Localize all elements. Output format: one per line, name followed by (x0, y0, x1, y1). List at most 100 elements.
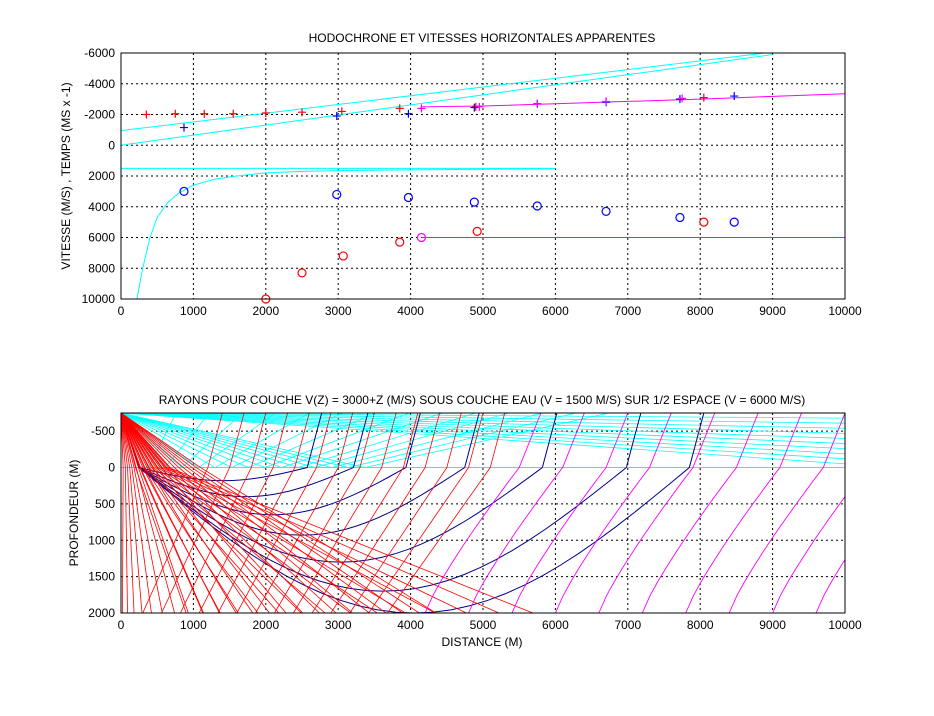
halfspace-ray (859, 413, 934, 613)
chart-title: HODOCHRONE ET VITESSES HORIZONTALES APPA… (309, 31, 656, 45)
plus-marker-magenta (475, 102, 484, 111)
x-tick-label: 6000 (542, 304, 569, 318)
y-tick-label: 4000 (88, 200, 115, 214)
circle-marker-blue (332, 189, 342, 200)
y-tick-label: 1500 (88, 570, 115, 584)
water-ray (121, 413, 443, 468)
steep-ray (121, 413, 204, 613)
circle-marker-blue (532, 201, 542, 211)
circle-marker-red (338, 251, 348, 261)
steep-ray (121, 413, 437, 613)
x-tick-label: 10000 (828, 618, 862, 632)
steep-ray (121, 413, 259, 613)
y-tick-label: 1000 (88, 533, 115, 547)
steep-ray (121, 413, 370, 613)
steep-ray (121, 413, 320, 613)
water-ray (121, 413, 610, 468)
ray-paths (121, 413, 934, 613)
x-tick-label: 0 (118, 304, 125, 318)
y-tick-label: 0 (108, 461, 115, 475)
steep-ray (121, 413, 128, 613)
steep-ray (349, 413, 462, 613)
y-tick-label: 8000 (88, 261, 115, 275)
x-tick-label: 8000 (687, 304, 714, 318)
halfspace-ray (554, 413, 672, 613)
x-tick-label: 0 (118, 618, 125, 632)
x-tick-label: 2000 (252, 618, 279, 632)
y-tick-label: -4000 (84, 77, 115, 91)
steep-ray (121, 413, 124, 613)
water-ray (121, 413, 845, 434)
steep-ray (236, 413, 332, 613)
plus-marker-red (298, 108, 306, 117)
circle-marker-blue (469, 197, 479, 207)
water-ray (121, 413, 377, 468)
plus-marker-blue (404, 109, 413, 118)
water-ray (121, 413, 277, 469)
halfspace-ray (511, 413, 629, 613)
x-tick-label: 9000 (759, 304, 786, 318)
y-tick-label: -6000 (84, 46, 115, 60)
x-tick-label: 4000 (397, 618, 424, 632)
chart-title: RAYONS POUR COUCHE V(Z) = 3000+Z (M/S) S… (159, 393, 805, 407)
circle-marker-red (297, 268, 307, 278)
circle-marker-red (472, 226, 482, 236)
steep-ray (217, 413, 310, 613)
x-tick-label: 3000 (325, 618, 352, 632)
x-tick-label: 5000 (470, 304, 497, 318)
plus-marker-red (395, 104, 404, 113)
x-tick-label: 7000 (614, 304, 641, 318)
series-line-cyan (120, 52, 766, 132)
gradient-ray (121, 413, 705, 613)
y-axis-label: PROFONDEUR (M) (67, 460, 81, 567)
steep-ray (121, 413, 254, 613)
axes-frame (120, 52, 846, 300)
halfspace-ray (815, 558, 845, 613)
gradient-ray (121, 413, 642, 592)
series-line-cyan (136, 168, 556, 300)
x-tick-label: 2000 (252, 304, 279, 318)
halfspace-ray (468, 413, 585, 613)
plus-marker-red (200, 109, 209, 118)
x-tick-label: 6000 (542, 618, 569, 632)
steep-ray (161, 413, 245, 613)
axes-frame (120, 412, 846, 614)
water-ray (121, 413, 845, 444)
steep-ray (121, 413, 387, 613)
x-tick-label: 8000 (687, 618, 714, 632)
steep-ray (121, 413, 287, 613)
steep-ray (330, 413, 440, 613)
y-tick-label: 2000 (88, 169, 115, 183)
plus-marker-magenta (678, 94, 687, 103)
water-ray (121, 413, 543, 468)
steep-ray (121, 413, 152, 613)
steep-ray (121, 413, 143, 613)
circle-marker-red (395, 237, 405, 247)
chart-hodochrone: HODOCHRONE ET VITESSES HORIZONTALES APPA… (59, 31, 862, 318)
steep-ray (255, 413, 354, 613)
steep-ray (292, 413, 397, 613)
steep-ray (311, 413, 419, 613)
y-tick-label: 500 (95, 497, 115, 511)
steep-ray (142, 413, 223, 613)
steep-ray (121, 413, 135, 613)
steep-ray (121, 413, 304, 613)
circle-marker-blue (179, 186, 189, 196)
steep-ray (121, 413, 187, 613)
plus-marker-red (699, 93, 708, 102)
steep-ray (121, 413, 420, 613)
steep-ray (121, 413, 163, 613)
y-tick-label: 10000 (82, 292, 116, 306)
series-line-magenta (421, 93, 846, 108)
steep-ray (121, 413, 337, 613)
halfspace-ray (772, 495, 845, 613)
halfspace-ray (641, 413, 759, 613)
halfspace-ray (728, 413, 845, 613)
series-line-cyan (120, 54, 773, 146)
steep-ray (198, 413, 288, 613)
x-tick-label: 4000 (397, 304, 424, 318)
steep-ray (121, 413, 220, 613)
x-tick-label: 9000 (759, 618, 786, 632)
steep-ray (121, 413, 403, 613)
x-axis-label: DISTANCE (M) (441, 635, 522, 649)
